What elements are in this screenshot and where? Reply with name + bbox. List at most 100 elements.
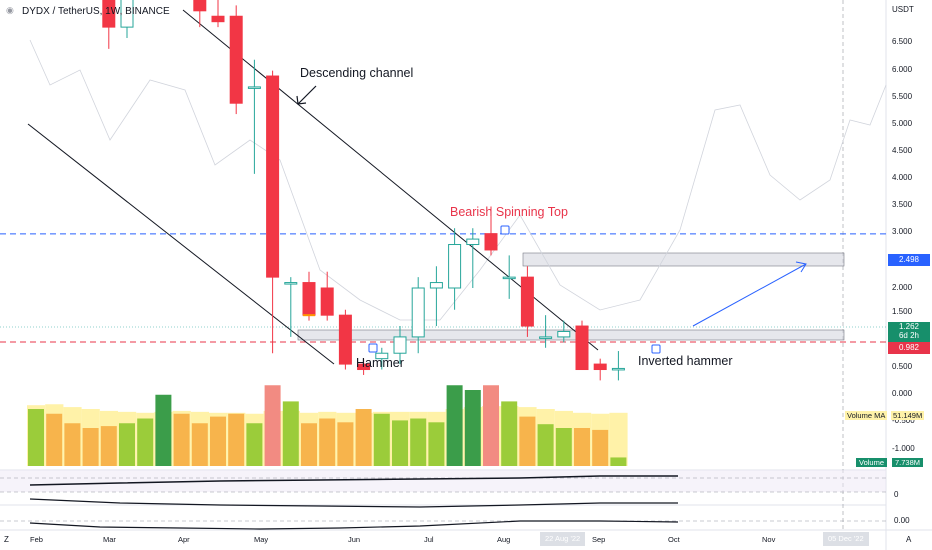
inverted-hammer-label: Inverted hammer (638, 354, 733, 368)
volume-ma-value: 51.149M (891, 411, 925, 420)
channel-lower-line (27, 123, 335, 365)
candle-body (320, 287, 334, 316)
price-tick-label: -0.500 (892, 416, 915, 425)
volume-ma-area (609, 412, 628, 466)
current-price-tag: 1.262 6d 2h (888, 322, 930, 342)
volume-bar (355, 409, 372, 466)
candle-body (229, 15, 243, 104)
volume-bar (301, 423, 317, 466)
volume-bar (82, 428, 99, 466)
hand-pointer-icon (368, 343, 378, 353)
price-tick-label: 4.000 (892, 173, 913, 182)
channel-upper-line (182, 9, 599, 351)
volume-bar (46, 413, 63, 466)
volume-bar (392, 420, 408, 466)
channel-pointer-arrow (297, 85, 317, 105)
volume-bar (282, 401, 299, 466)
volume-bar (555, 428, 572, 466)
volume-bar (337, 422, 354, 466)
oscillator-zero-tick: 0 (894, 490, 899, 499)
candle-body (539, 336, 553, 339)
candle-body (393, 336, 407, 354)
volume-bar (428, 422, 445, 466)
candle-body (302, 282, 316, 316)
support-price-tag: 0.982 (888, 342, 930, 354)
price-tick-label: 4.500 (892, 146, 913, 155)
crosshair-date: 05 Dec '22 (823, 532, 869, 546)
volume-bar (210, 416, 226, 466)
volume-legend: Volume (856, 458, 888, 467)
descending-channel-label: Descending channel (300, 66, 414, 80)
volume-bar (119, 423, 135, 466)
volume-bar (410, 418, 427, 466)
bar-countdown: 6d 2h (898, 331, 920, 340)
candle-body (266, 75, 280, 278)
time-tick-label: Oct (668, 535, 680, 544)
volume-bar (100, 426, 117, 466)
volume-bar (137, 418, 154, 466)
ghost-price-line (29, 39, 887, 321)
price-axis-unit: USDT (892, 5, 914, 14)
candle-body (575, 325, 589, 371)
oscillator2-zero-tick: 0.00 (894, 516, 910, 525)
hand-pointer-icon (651, 344, 661, 354)
candle-body (193, 0, 207, 12)
candle-body (375, 352, 389, 360)
oscillator-line-2 (29, 498, 678, 508)
volume-bar (483, 385, 499, 466)
candle-body (484, 233, 498, 251)
price-tick-label: 2.000 (892, 283, 913, 292)
hand-pointer-icon (500, 225, 510, 235)
volume-bar (319, 418, 336, 466)
volume-bar (228, 413, 245, 466)
bearish-spinning-top-label: Bearish Spinning Top (450, 205, 568, 219)
volume-bar (610, 457, 627, 466)
candle-body (284, 282, 298, 285)
time-tick-label: Aug (497, 535, 511, 544)
support-zone (297, 329, 845, 341)
price-tick-label: 0.500 (892, 362, 913, 371)
candle-body (247, 86, 261, 89)
volume-bar (28, 409, 44, 466)
auto-scale-button[interactable]: A (906, 535, 912, 544)
volume-bar (464, 390, 481, 466)
oscillator-line (29, 475, 678, 486)
volume-ma-label: Volume MA (847, 411, 886, 420)
channel-pointer-head (296, 95, 307, 105)
candle-body (593, 363, 607, 371)
chart-title[interactable]: DYDX / TetherUS, 1W, BINANCE (22, 6, 170, 17)
volume-value: 7.738M (892, 458, 924, 467)
current-price-value: 1.262 (898, 322, 920, 331)
candle-body (611, 367, 625, 371)
price-tick-label: 5.500 (892, 92, 913, 101)
candle-body (120, 0, 134, 28)
candle-body (448, 244, 462, 289)
volume-bar (446, 385, 463, 466)
date-highlight: 22 Aug '22 (540, 532, 586, 546)
candle-body (520, 276, 534, 327)
time-tick-label: Jun (348, 535, 361, 544)
volume-ma-legend: Volume MA (845, 411, 888, 420)
candle-body (411, 287, 425, 338)
resistance-zone (522, 252, 845, 267)
price-tick-label: 0.000 (892, 389, 913, 398)
volume-bar (246, 423, 263, 466)
time-tick-label: Nov (762, 535, 776, 544)
volume-bar (173, 413, 190, 466)
time-tick-label: Sep (592, 535, 606, 544)
price-tick-label: -1.000 (892, 444, 915, 453)
candle-body (429, 282, 443, 289)
time-tick-label: Feb (30, 535, 43, 544)
time-tick-label: May (254, 535, 269, 544)
volume-bar (574, 428, 590, 466)
oscillator-band (0, 470, 886, 492)
projection-arrowhead (795, 261, 807, 273)
time-tick-label: Apr (178, 535, 190, 544)
price-tick-label: 5.000 (892, 119, 913, 128)
projection-arrow (692, 263, 807, 327)
candle-body (102, 0, 116, 28)
resistance-price-tag: 2.498 (888, 254, 930, 266)
candle-body (557, 330, 571, 338)
zoom-reset-button[interactable]: Z (4, 535, 9, 544)
